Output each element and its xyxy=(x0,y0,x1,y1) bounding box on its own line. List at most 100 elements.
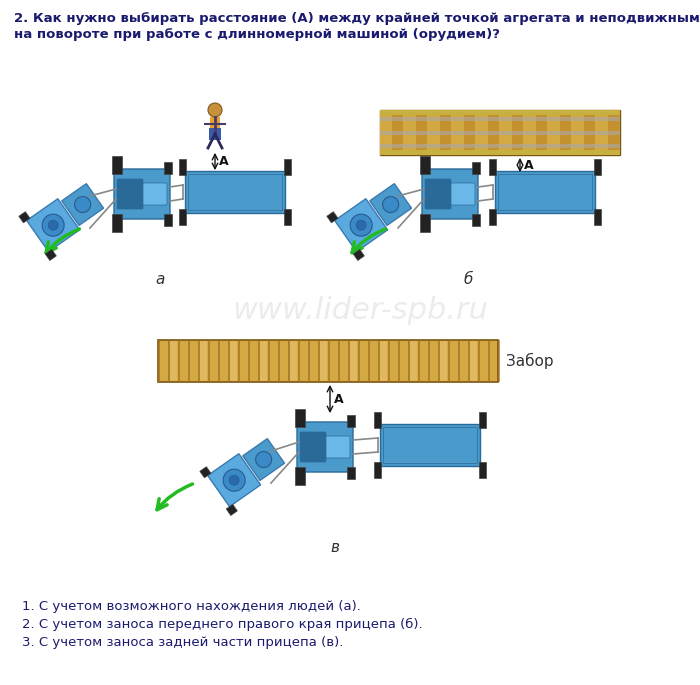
Bar xyxy=(169,341,176,381)
Bar xyxy=(594,209,601,225)
Text: Забор: Забор xyxy=(506,353,554,369)
Bar xyxy=(218,340,220,382)
Bar xyxy=(290,341,297,381)
Bar xyxy=(268,340,270,382)
Bar xyxy=(594,159,601,175)
Bar xyxy=(348,340,349,382)
Bar xyxy=(388,340,389,382)
Text: 3. С учетом заноса задней части прицепа (в).: 3. С учетом заноса задней части прицепа … xyxy=(22,636,344,649)
Circle shape xyxy=(75,197,90,212)
Bar xyxy=(295,467,305,485)
FancyBboxPatch shape xyxy=(297,422,353,472)
Bar xyxy=(428,112,439,153)
Bar xyxy=(368,340,370,382)
Bar xyxy=(479,412,486,428)
Bar xyxy=(260,341,267,381)
Bar xyxy=(112,156,122,174)
FancyBboxPatch shape xyxy=(425,179,451,209)
Bar xyxy=(288,340,290,382)
Bar xyxy=(420,214,430,232)
Bar xyxy=(420,156,430,174)
Bar xyxy=(158,340,498,382)
Bar xyxy=(158,340,160,382)
Bar xyxy=(62,184,104,225)
Bar xyxy=(416,112,427,153)
Bar xyxy=(199,466,211,478)
Bar xyxy=(380,150,620,155)
Bar xyxy=(383,427,477,463)
Bar xyxy=(489,341,496,381)
Bar xyxy=(19,212,30,223)
Bar xyxy=(489,209,496,225)
Bar xyxy=(178,340,179,382)
Text: 1. С учетом возможного нахождения людей (а).: 1. С учетом возможного нахождения людей … xyxy=(22,600,361,613)
Bar xyxy=(239,341,246,381)
Circle shape xyxy=(356,220,366,230)
FancyBboxPatch shape xyxy=(300,432,326,462)
Bar xyxy=(560,112,571,153)
Bar xyxy=(512,112,523,153)
Bar xyxy=(335,199,388,251)
Bar xyxy=(208,453,260,507)
Bar xyxy=(480,341,486,381)
Bar xyxy=(418,340,419,382)
Circle shape xyxy=(383,197,398,212)
Bar xyxy=(476,112,487,153)
Bar xyxy=(199,341,206,381)
Bar xyxy=(230,341,237,381)
Bar xyxy=(380,144,620,148)
Bar xyxy=(440,112,451,153)
Bar xyxy=(488,340,489,382)
Bar xyxy=(319,341,326,381)
Bar xyxy=(380,117,620,121)
Bar xyxy=(380,112,391,153)
Bar xyxy=(459,341,466,381)
FancyBboxPatch shape xyxy=(143,183,167,205)
Bar xyxy=(458,340,459,382)
Bar xyxy=(524,112,535,153)
Bar xyxy=(438,340,440,382)
Bar xyxy=(468,340,470,382)
Bar xyxy=(198,340,200,382)
Circle shape xyxy=(229,475,239,485)
FancyBboxPatch shape xyxy=(117,179,143,209)
Bar xyxy=(389,341,396,381)
Bar xyxy=(398,340,400,382)
Circle shape xyxy=(42,214,64,236)
Bar xyxy=(188,174,282,210)
FancyBboxPatch shape xyxy=(326,436,350,458)
Text: 2. Как нужно выбирать расстояние (А) между крайней точкой агрегата и неподвижным: 2. Как нужно выбирать расстояние (А) меж… xyxy=(14,12,700,25)
Bar xyxy=(258,340,260,382)
Circle shape xyxy=(350,214,372,236)
Bar xyxy=(179,341,186,381)
Bar xyxy=(347,415,355,427)
Bar xyxy=(419,341,426,381)
Bar xyxy=(380,131,620,134)
Bar xyxy=(328,340,330,382)
Bar xyxy=(208,340,209,382)
FancyBboxPatch shape xyxy=(114,169,170,219)
Bar xyxy=(340,341,346,381)
Bar xyxy=(164,214,172,226)
Bar xyxy=(279,341,286,381)
Circle shape xyxy=(256,451,272,468)
Bar xyxy=(284,209,291,225)
Bar xyxy=(584,112,595,153)
Bar xyxy=(190,341,197,381)
Bar xyxy=(308,340,309,382)
Bar xyxy=(318,340,319,382)
Bar xyxy=(179,159,186,175)
Bar xyxy=(248,340,249,382)
Bar xyxy=(300,341,307,381)
Bar xyxy=(270,341,276,381)
Bar xyxy=(392,112,403,153)
Bar xyxy=(370,341,377,381)
Bar xyxy=(220,341,227,381)
Bar xyxy=(358,340,360,382)
Bar xyxy=(164,162,172,174)
Bar xyxy=(354,249,365,260)
Bar xyxy=(347,467,355,479)
Bar xyxy=(298,340,300,382)
Bar xyxy=(238,340,239,382)
Bar xyxy=(309,341,316,381)
